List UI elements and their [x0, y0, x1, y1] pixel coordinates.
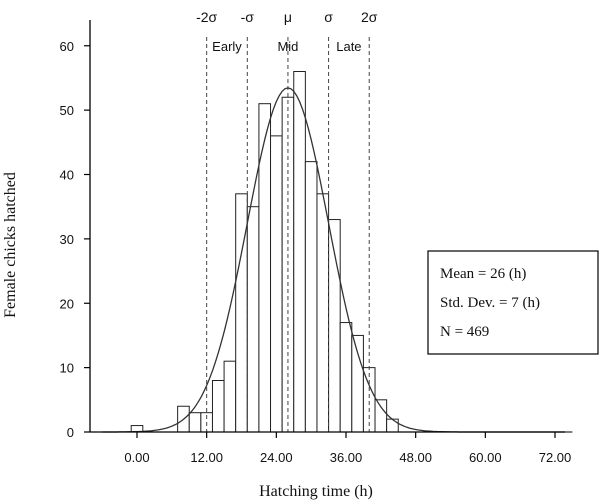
histogram-bar	[316, 193, 330, 433]
x-axis-label: Hatching time (h)	[259, 483, 373, 500]
region-label: Late	[336, 39, 361, 54]
y-tick-label: 0	[67, 425, 74, 440]
x-tick-label: 24.00	[260, 450, 293, 465]
sigma-label: -σ	[241, 9, 255, 25]
stats-box-frame	[427, 250, 599, 355]
histogram-bar	[339, 322, 353, 433]
y-tick-label: 60	[60, 39, 74, 54]
histogram-bar	[304, 161, 318, 433]
y-tick-label: 50	[60, 103, 74, 118]
x-tick-label: 60.00	[469, 450, 502, 465]
stats-n: N = 469	[440, 324, 489, 340]
histogram-bar	[246, 206, 260, 433]
region-label: Mid	[277, 39, 298, 54]
histogram-bar	[188, 412, 202, 433]
stats-mean: Mean = 26 (h)	[440, 266, 526, 282]
stats-sd: Std. Dev. = 7 (h)	[440, 295, 540, 311]
histogram-bar	[258, 103, 272, 433]
x-tick-label: 36.00	[330, 450, 363, 465]
histogram-bar	[293, 71, 306, 433]
sigma-label: 2σ	[361, 9, 378, 25]
sigma-label: μ	[284, 9, 292, 25]
histogram-bar	[386, 418, 399, 433]
histogram-bar	[374, 399, 388, 433]
x-ticks: 0.00 12.00 24.00 36.00 48.00 60.00 72.00	[124, 432, 571, 465]
y-axis-label: Female chicks hatched	[2, 172, 19, 318]
sigma-labels: -2σ -σ μ σ 2σ	[196, 9, 378, 25]
sigma-label: σ	[324, 9, 333, 25]
region-labels: Early Mid Late	[212, 39, 361, 54]
histogram-bar	[223, 360, 237, 433]
histogram-bar	[270, 135, 283, 433]
x-tick-label: 12.00	[190, 450, 223, 465]
sigma-lines	[206, 37, 370, 432]
y-tick-label: 20	[60, 296, 74, 311]
x-tick-label: 0.00	[124, 450, 149, 465]
histogram-bars	[130, 71, 399, 433]
histogram-bar	[211, 380, 225, 433]
x-tick-label: 72.00	[539, 450, 572, 465]
stats-box: Mean = 26 (h) Std. Dev. = 7 (h) N = 469	[427, 250, 599, 355]
y-tick-label: 40	[60, 168, 74, 183]
histogram-bar	[351, 334, 364, 433]
y-ticks: 0 10 20 30 40 50 60	[60, 39, 90, 440]
y-tick-label: 30	[60, 232, 74, 247]
x-tick-label: 48.00	[399, 450, 432, 465]
sigma-label: -2σ	[196, 9, 217, 25]
y-tick-label: 10	[60, 361, 74, 376]
region-label: Early	[212, 39, 242, 54]
